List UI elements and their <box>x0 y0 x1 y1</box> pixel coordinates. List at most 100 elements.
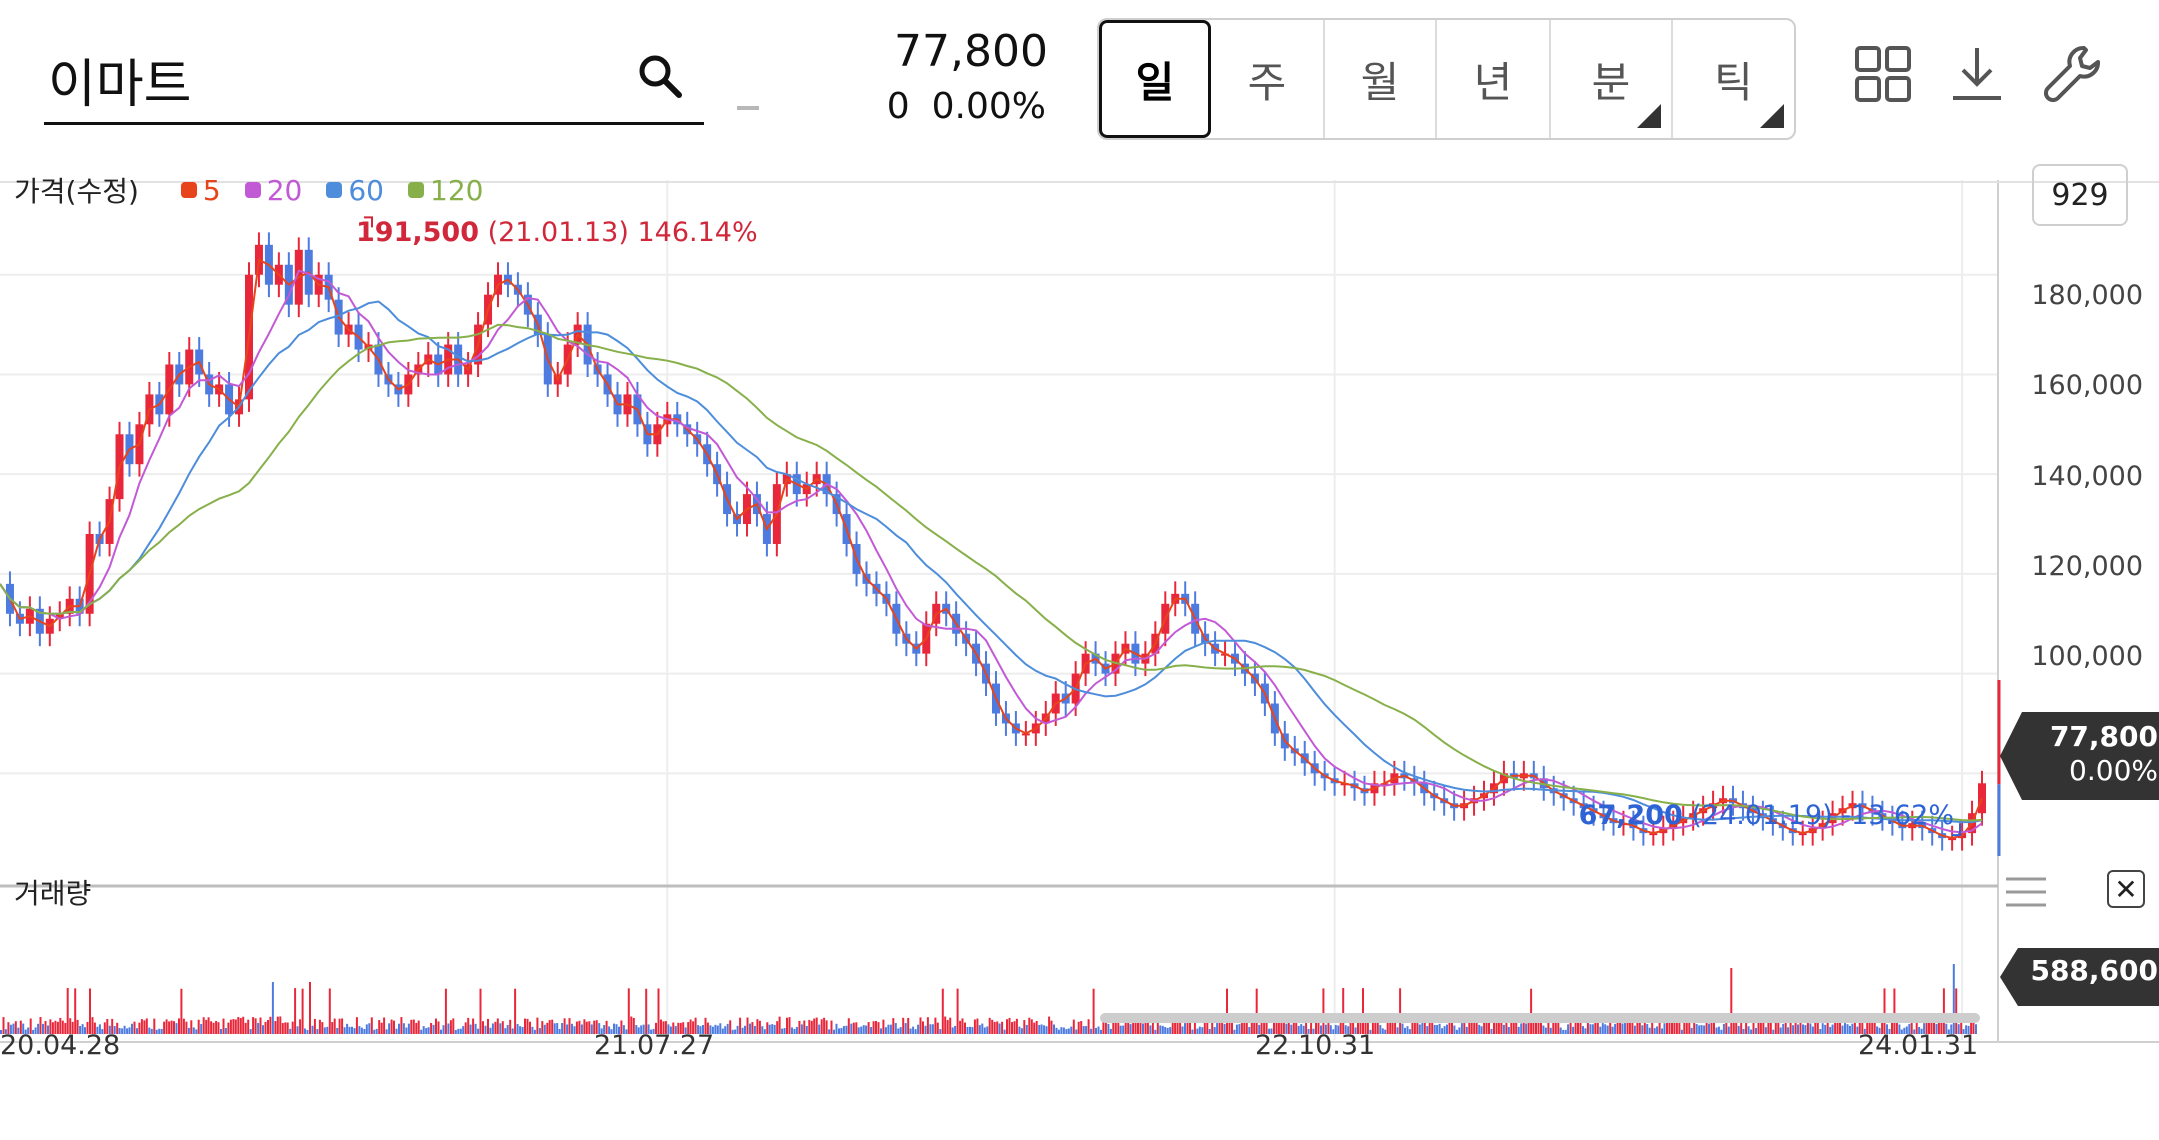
volume-bar <box>1475 1017 1478 1034</box>
volume-bar <box>951 1027 954 1034</box>
volume-bar <box>1814 1017 1817 1034</box>
tab-year[interactable]: 년 <box>1437 20 1551 138</box>
volume-bar <box>1171 1022 1174 1034</box>
ma120-line <box>0 323 1983 822</box>
volume-bar <box>59 1017 62 1034</box>
volume-bar <box>1893 988 1896 1034</box>
volume-bar <box>1898 1024 1901 1034</box>
volume-bar <box>1053 1024 1055 1034</box>
volume-bar <box>1703 1025 1706 1034</box>
volume-bar <box>838 1028 840 1034</box>
volume-bar <box>1614 1023 1617 1034</box>
menu-icon[interactable] <box>2006 876 2046 908</box>
volume-bar <box>343 1027 346 1034</box>
volume-bar <box>12 1023 15 1034</box>
volume-bar <box>1710 1020 1713 1034</box>
volume-bar <box>234 1019 237 1034</box>
volume-bar <box>1673 1021 1676 1034</box>
search-icon[interactable] <box>636 52 684 100</box>
volume-bar <box>768 1024 771 1034</box>
volume-bar <box>299 1019 302 1034</box>
volume-bar <box>1668 1018 1671 1034</box>
volume-bar <box>1685 1019 1688 1034</box>
volume-bar <box>833 1029 835 1034</box>
volume-bar <box>1767 1022 1770 1034</box>
volume-bar <box>640 1025 643 1034</box>
horizontal-scrollbar[interactable] <box>1100 1013 1980 1023</box>
volume-bar <box>318 1019 321 1034</box>
tab-month[interactable]: 월 <box>1325 20 1437 138</box>
volume-bar <box>808 1019 811 1034</box>
volume-bar <box>847 1018 850 1034</box>
volume-bar <box>37 1023 40 1034</box>
volume-bar <box>924 1025 927 1034</box>
volume-bar <box>1421 1023 1424 1034</box>
volume-bar <box>1636 1019 1639 1034</box>
tab-tick[interactable]: 틱 <box>1673 20 1794 138</box>
volume-bar <box>509 1019 512 1034</box>
volume-bar <box>1184 1023 1186 1034</box>
volume-bar <box>1594 1020 1597 1034</box>
volume-bar <box>215 1021 218 1034</box>
tab-week[interactable]: 주 <box>1211 20 1325 138</box>
volume-bar <box>635 1025 638 1034</box>
tab-minute[interactable]: 분 <box>1551 20 1673 138</box>
volume-bar <box>410 1019 413 1034</box>
volume-bar <box>986 1026 989 1034</box>
volume-bar <box>1658 1016 1661 1034</box>
y-tick-label: 140,000 <box>2031 461 2143 492</box>
grid-icon[interactable] <box>1851 42 1915 106</box>
volume-bar <box>499 1023 502 1034</box>
volume-bar <box>914 1029 917 1034</box>
volume-bar <box>415 1022 418 1034</box>
volume-bar <box>1270 1028 1273 1034</box>
volume-tag-text: 588,600 <box>2030 954 2158 987</box>
volume-bar <box>1945 1023 1948 1034</box>
volume-bar <box>546 1022 549 1034</box>
volume-bar <box>1611 1026 1614 1034</box>
volume-bar <box>1050 1020 1053 1034</box>
tab-day[interactable]: 일 <box>1099 20 1211 138</box>
volume-bar <box>615 1024 618 1034</box>
volume-bar <box>1423 1022 1426 1034</box>
volume-bar <box>788 1017 791 1034</box>
legend-ma60[interactable]: 60 <box>326 174 384 207</box>
volume-tag <box>2000 948 2159 1006</box>
legend-ma5[interactable]: 5 <box>180 174 221 207</box>
legend-ma20[interactable]: 20 <box>244 174 302 207</box>
volume-bar <box>7 1022 10 1034</box>
zoom-count[interactable]: 929 <box>2032 164 2128 226</box>
volume-bar <box>1535 1016 1537 1034</box>
volume-bar <box>1441 1028 1444 1034</box>
volume-bar <box>1243 1019 1246 1034</box>
volume-bar <box>702 1024 704 1034</box>
legend-ma120[interactable]: 120 <box>408 174 483 207</box>
volume-bar <box>1342 988 1345 1034</box>
search-box[interactable]: 이마트 <box>44 18 704 125</box>
price-chart[interactable] <box>0 150 2159 1140</box>
y-tick-label: 160,000 <box>2031 370 2143 401</box>
download-icon[interactable] <box>1945 42 2009 106</box>
volume-bar <box>1263 1021 1266 1034</box>
close-icon[interactable]: ✕ <box>2107 870 2145 908</box>
search-input[interactable]: 이마트 <box>48 55 192 115</box>
volume-bar <box>667 1024 670 1034</box>
volume-bar <box>294 988 297 1034</box>
volume-bar <box>175 1023 178 1034</box>
volume-bar <box>1431 1020 1434 1034</box>
volume-bar <box>165 1019 168 1034</box>
volume-bar <box>904 1023 907 1034</box>
volume-bar <box>407 1023 410 1034</box>
volume-bar <box>477 1028 480 1034</box>
volume-bar <box>1742 1028 1745 1034</box>
volume-bar <box>338 1018 341 1034</box>
volume-bar <box>1154 1029 1157 1034</box>
volume-bar <box>1628 1016 1631 1034</box>
volume-bar <box>1418 1024 1421 1034</box>
volume-bar <box>232 1019 235 1034</box>
volume-bar <box>0 1030 2 1034</box>
volume-bar <box>595 1020 598 1034</box>
volume-bar <box>909 1028 912 1034</box>
wrench-icon[interactable] <box>2040 42 2104 106</box>
volume-bar <box>1364 1017 1367 1034</box>
